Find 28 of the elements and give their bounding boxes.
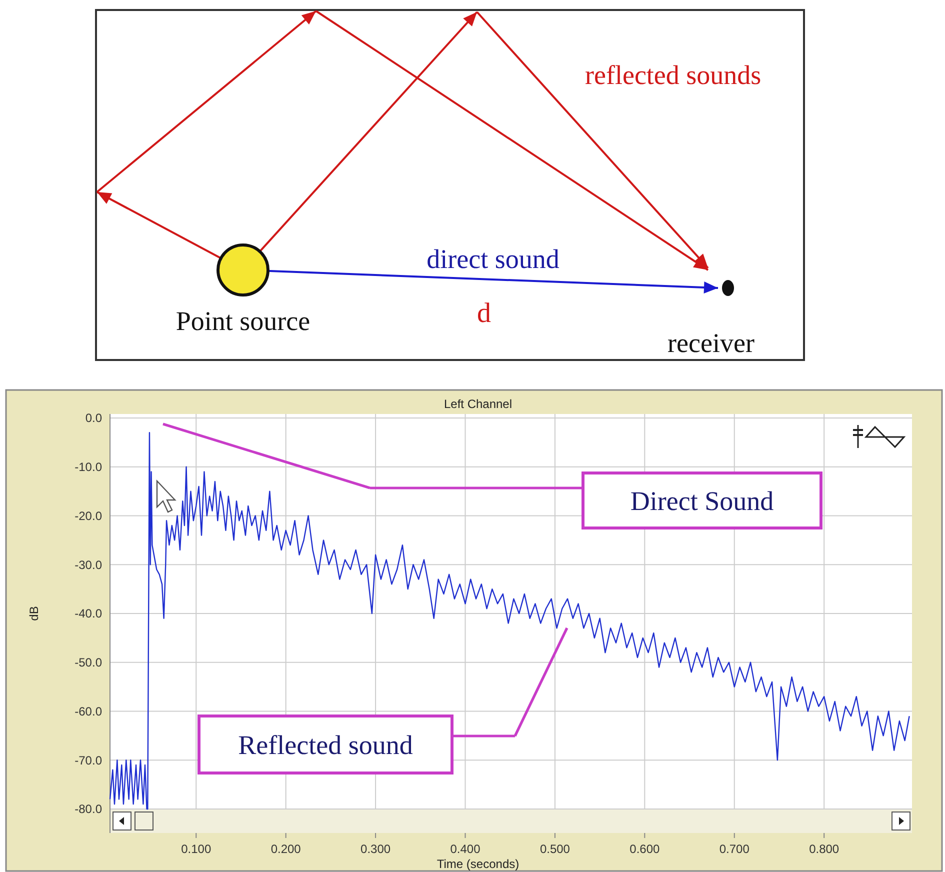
text: reflected sounds	[585, 60, 762, 90]
text: d	[477, 298, 491, 329]
x-tick-label: 0.100	[181, 842, 212, 856]
x-tick-label: 0.700	[719, 842, 750, 856]
y-tick-label: -50.0	[74, 656, 102, 670]
text: Point source	[176, 306, 310, 336]
x-axis-title: Time (seconds)	[436, 857, 520, 871]
text: direct sound	[426, 244, 560, 274]
y-tick-label: -60.0	[74, 704, 102, 718]
y-tick-label: 0.0	[85, 411, 102, 426]
text: receiver	[668, 328, 754, 358]
x-tick-label: 0.300	[360, 842, 391, 856]
y-tick-label: -40.0	[74, 606, 102, 621]
line-series	[109, 432, 910, 810]
chart-title: Left Channel	[444, 397, 512, 411]
x-tick-label: 0.400	[450, 842, 481, 856]
x-tick-label: 0.600	[630, 842, 660, 856]
y-axis-title: dB	[27, 606, 41, 621]
y-tick-label: -70.0	[74, 753, 102, 768]
x-tick-label: 0.200	[270, 842, 302, 856]
y-tick-label: -80.0	[74, 802, 102, 816]
y-tick-label: -10.0	[74, 460, 102, 474]
y-tick-label: -20.0	[74, 508, 102, 523]
y-tick-label: -30.0	[74, 558, 102, 572]
x-tick-label: 0.500	[540, 842, 570, 856]
annotation: Reflected sound	[238, 730, 414, 760]
annotation: Direct Sound	[630, 486, 774, 516]
x-tick-label: 0.800	[809, 842, 840, 856]
